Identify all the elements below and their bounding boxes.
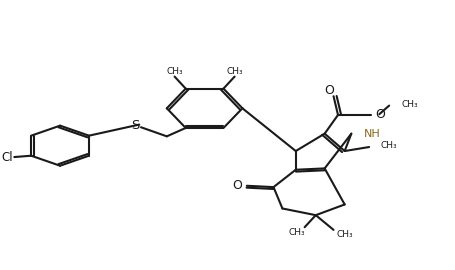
Text: CH₃: CH₃ — [166, 67, 183, 76]
Text: O: O — [232, 179, 242, 192]
Text: O: O — [324, 84, 334, 97]
Text: O: O — [375, 108, 385, 121]
Text: S: S — [131, 119, 140, 132]
Text: CH₃: CH₃ — [402, 100, 418, 109]
Text: NH: NH — [364, 129, 380, 139]
Text: CH₃: CH₃ — [336, 230, 353, 239]
Text: Cl: Cl — [1, 151, 13, 164]
Text: CH₃: CH₃ — [288, 228, 305, 237]
Text: CH₃: CH₃ — [380, 141, 397, 150]
Text: CH₃: CH₃ — [226, 67, 243, 76]
